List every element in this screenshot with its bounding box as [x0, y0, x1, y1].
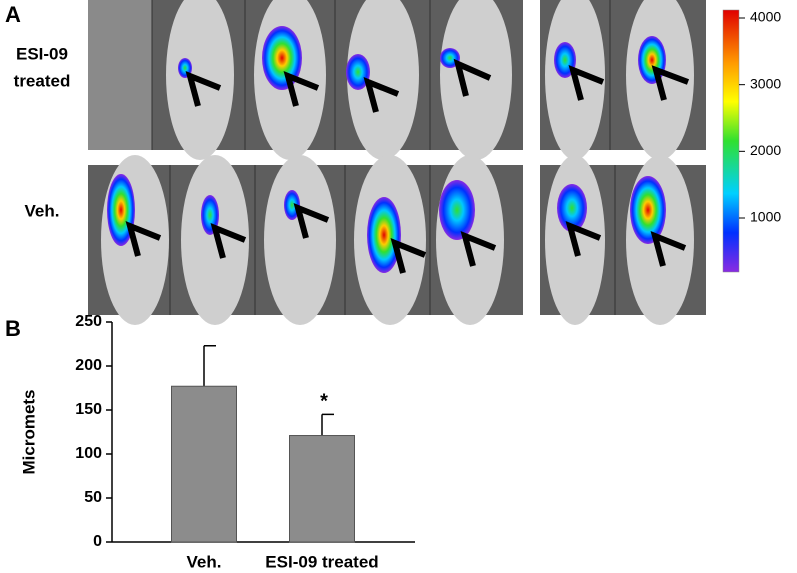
- colorbar-tick-label: 4000: [750, 9, 781, 25]
- error-bar: [321, 413, 334, 436]
- error-bar: [203, 345, 216, 387]
- colorbar-tick-label: 3000: [750, 75, 781, 91]
- bar: [289, 435, 355, 543]
- annotation: *: [320, 391, 328, 413]
- image-strips: [88, 0, 706, 325]
- luminescence-blobs: [107, 26, 666, 273]
- panel-label: A: [5, 2, 21, 27]
- row-label: Veh.: [25, 201, 60, 220]
- y-tick-label: 200: [75, 357, 102, 374]
- colorbar-tick-label: 2000: [750, 142, 781, 158]
- row-label: treated: [14, 71, 71, 90]
- x-tick-label: ESI-09 treated: [265, 552, 378, 571]
- panel-label: B: [5, 316, 21, 341]
- y-tick-label: 50: [84, 489, 102, 506]
- y-tick-label: 250: [75, 313, 102, 330]
- colorbar: [722, 9, 740, 273]
- y-tick-label: 0: [93, 533, 102, 550]
- y-tick-label: 100: [75, 445, 102, 462]
- bar: [171, 385, 237, 543]
- y-axis-label: Micromets: [19, 389, 38, 474]
- row-label: ESI-09: [16, 44, 68, 63]
- axes: [111, 322, 415, 543]
- y-tick-label: 150: [75, 401, 102, 418]
- colorbar-tick-label: 1000: [750, 209, 781, 225]
- x-tick-label: Veh.: [187, 552, 222, 571]
- arrows: [125, 58, 690, 274]
